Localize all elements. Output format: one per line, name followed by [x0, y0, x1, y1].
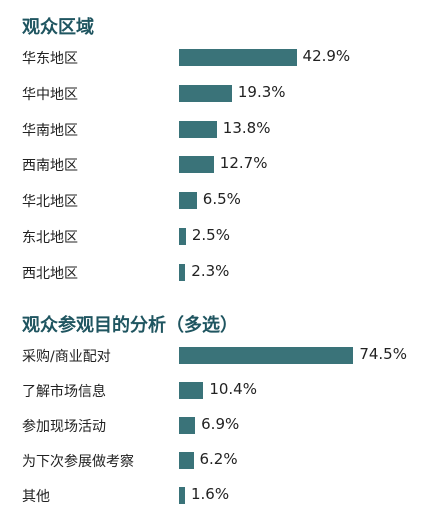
chart-1-row: 采购/商业配对 74.5%	[0, 344, 429, 368]
value-label: 12.7%	[219, 154, 268, 173]
bar	[179, 84, 232, 102]
bar	[179, 192, 197, 210]
category-label: 华中地区	[22, 86, 78, 103]
category-label: 为下次参展做考察	[22, 454, 134, 470]
chart-0-row: 华中地区 19.3%	[0, 82, 429, 106]
value-label: 10.4%	[209, 380, 257, 398]
bar	[179, 49, 297, 66]
bar	[179, 347, 354, 364]
category-label: 华北地区	[22, 194, 78, 211]
category-label: 华东地区	[22, 51, 78, 67]
bar	[179, 228, 186, 245]
category-label: 参加现场活动	[22, 419, 106, 435]
bar	[179, 452, 194, 469]
value-label: 19.3%	[237, 82, 286, 101]
category-label: 华南地区	[22, 122, 78, 139]
bar	[179, 487, 185, 504]
category-label: 东北地区	[22, 230, 78, 246]
chart-0-title: 观众区域	[22, 17, 94, 38]
chart-1-row: 其他 1.6%	[0, 484, 429, 508]
category-label: 采购/商业配对	[22, 349, 111, 365]
bar	[179, 382, 204, 399]
category-label: 西北地区	[22, 265, 78, 282]
value-label: 1.6%	[191, 485, 230, 503]
value-label: 42.9%	[302, 47, 351, 65]
value-label: 13.8%	[222, 118, 271, 137]
chart-0-row: 东北地区 2.5%	[0, 225, 429, 249]
chart-1-row: 参加现场活动 6.9%	[0, 414, 429, 438]
chart-0-row: 西北地区 2.3%	[0, 261, 429, 285]
value-label: 2.3%	[191, 261, 230, 280]
category-label: 西南地区	[22, 158, 78, 175]
chart-1-row: 为下次参展做考察 6.2%	[0, 449, 429, 473]
bar	[179, 417, 196, 434]
value-label: 6.9%	[201, 415, 240, 433]
value-label: 6.2%	[199, 450, 238, 468]
bar	[179, 263, 186, 281]
category-label: 了解市场信息	[22, 384, 106, 400]
chart-0-row: 西南地区 12.7%	[0, 153, 429, 177]
chart-1-title: 观众参观目的分析（多选）	[22, 315, 238, 336]
value-label: 74.5%	[359, 345, 407, 363]
value-label: 2.5%	[191, 226, 230, 244]
bar	[179, 156, 214, 174]
chart-0-row: 华北地区 6.5%	[0, 189, 429, 213]
chart-1-row: 了解市场信息 10.4%	[0, 379, 429, 403]
bar	[179, 120, 217, 138]
chart-0-row: 华南地区 13.8%	[0, 118, 429, 142]
category-label: 其他	[22, 489, 50, 505]
chart-0-row: 华东地区 42.9%	[0, 46, 429, 70]
value-label: 6.5%	[202, 190, 241, 209]
